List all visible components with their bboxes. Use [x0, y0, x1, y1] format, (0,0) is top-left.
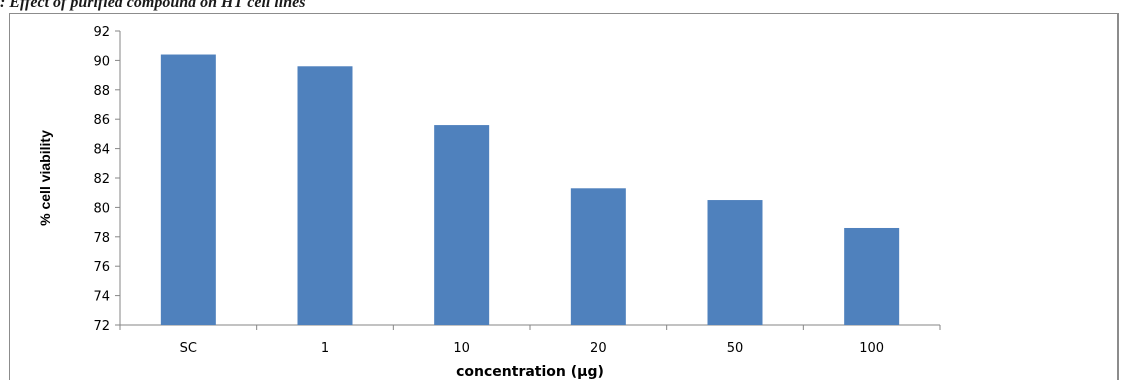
bar-20 — [570, 188, 626, 325]
y-tick-label: 72 — [93, 319, 110, 334]
y-tick-label: 86 — [93, 113, 110, 128]
bar-100 — [844, 227, 900, 325]
y-axis-ticks: 72 74 76 78 80 82 84 86 88 90 92 — [93, 25, 120, 334]
x-tick-label: 100 — [859, 341, 884, 356]
y-tick-label: 92 — [93, 25, 110, 40]
y-tick-label: 76 — [93, 260, 110, 275]
x-tick-label: 20 — [590, 341, 607, 356]
y-tick-label: 80 — [93, 201, 110, 216]
y-tick-label: 74 — [93, 290, 110, 305]
y-tick-label: 78 — [93, 231, 110, 246]
y-tick-label: 90 — [93, 54, 110, 69]
figure-caption: : Effect of purified compound on HT cell… — [0, 0, 306, 11]
x-tick-label: 10 — [453, 341, 470, 356]
x-axis-label: concentration (µg) — [456, 364, 604, 380]
bar-10 — [434, 125, 490, 325]
bar-SC — [160, 54, 216, 326]
y-tick-label: 82 — [93, 172, 110, 187]
y-tick-label: 88 — [93, 84, 110, 99]
x-tick-label: 50 — [727, 341, 744, 356]
y-axis-label: % cell viability — [37, 130, 53, 226]
x-tick-label: 1 — [321, 341, 329, 356]
x-axis-ticks: SC 1 10 20 50 100 — [119, 325, 941, 356]
bar-1 — [297, 66, 353, 325]
y-tick-label: 84 — [93, 143, 110, 158]
bars-group — [160, 54, 900, 326]
x-tick-label: SC — [180, 341, 197, 356]
chart-frame — [9, 13, 1119, 380]
bar-50 — [707, 200, 763, 325]
